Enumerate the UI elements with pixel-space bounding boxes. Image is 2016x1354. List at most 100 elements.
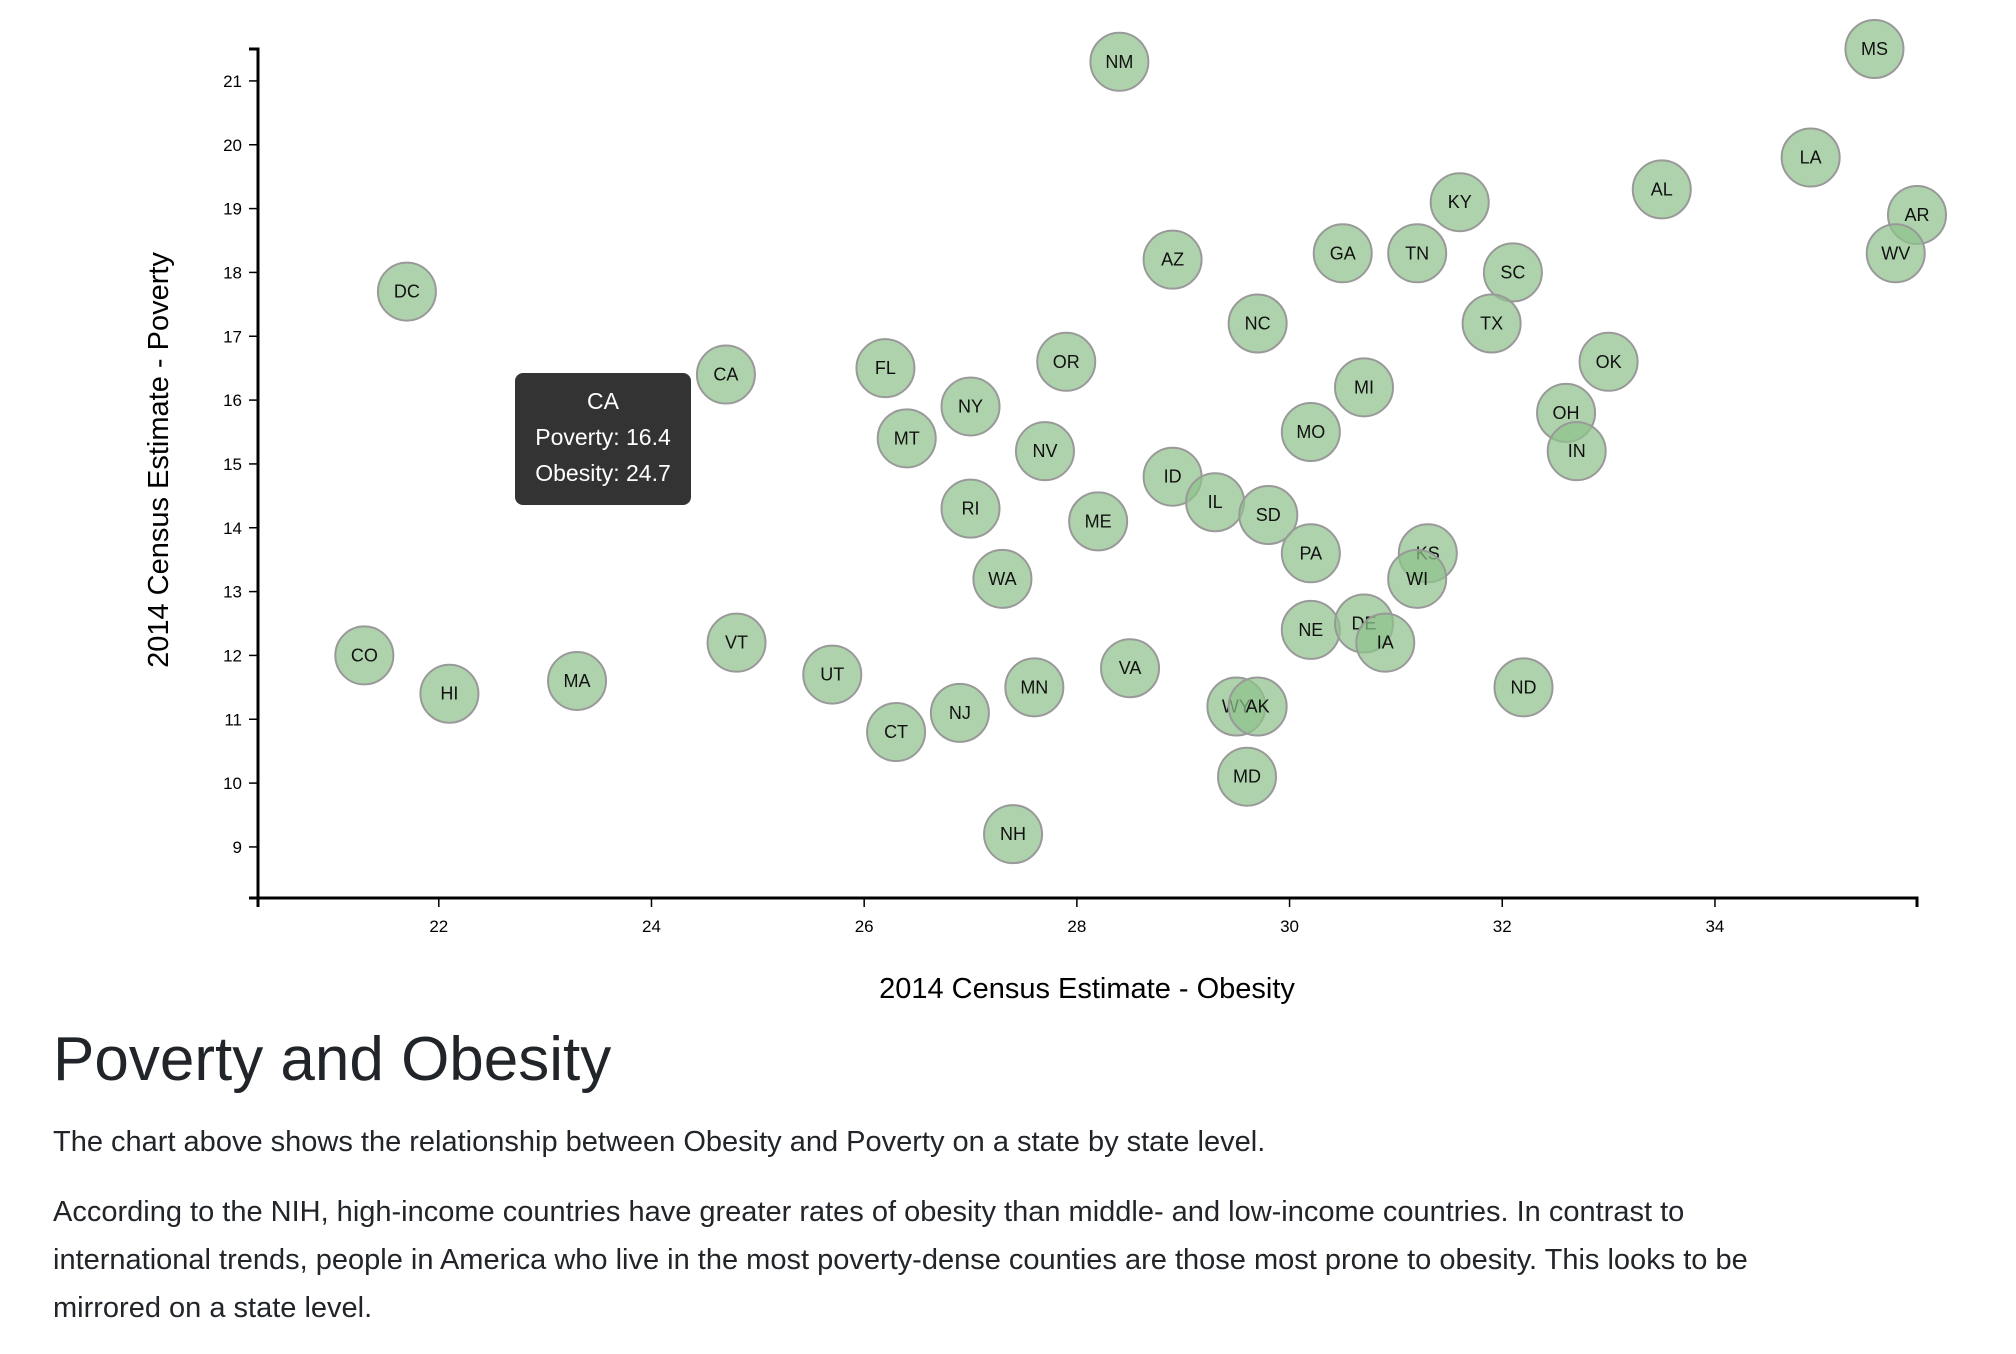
state-point-wv[interactable]: WV [1865,223,1926,284]
state-circle[interactable] [855,338,916,399]
state-point-ky[interactable]: KY [1429,172,1490,233]
state-circle[interactable] [1280,523,1341,584]
state-circle[interactable] [940,376,1001,437]
state-point-tn[interactable]: TN [1387,223,1448,284]
state-circle[interactable] [876,408,937,469]
state-circle[interactable] [1227,293,1288,354]
state-circle[interactable] [1355,612,1416,673]
state-circle[interactable] [1429,172,1490,233]
state-circle[interactable] [866,702,927,763]
state-circle[interactable] [929,682,990,743]
state-circle[interactable] [1578,331,1639,392]
state-circle[interactable] [1387,223,1448,284]
state-point-nm[interactable]: NM [1089,31,1150,92]
state-circle[interactable] [547,650,608,711]
state-circle[interactable] [972,548,1033,609]
state-label: MD [1233,767,1261,787]
state-point-nj[interactable]: NJ [929,682,990,743]
state-point-nc[interactable]: NC [1227,293,1288,354]
state-circle[interactable] [1014,421,1075,482]
state-label: NE [1298,620,1323,640]
state-circle[interactable] [334,625,395,686]
state-point-sd[interactable]: SD [1238,484,1299,545]
x-axis-label: 2014 Census Estimate - Obesity [879,973,1295,1005]
state-point-mo[interactable]: MO [1280,402,1341,463]
state-point-sc[interactable]: SC [1482,242,1543,303]
state-point-ak[interactable]: AK [1227,676,1288,737]
state-circle[interactable] [1493,657,1554,718]
state-point-or[interactable]: OR [1036,331,1097,392]
y-tick: 18 [223,263,258,282]
state-label: AR [1904,205,1929,225]
state-circle[interactable] [419,663,480,724]
state-point-va[interactable]: VA [1100,638,1161,699]
state-circle[interactable] [1546,421,1607,482]
state-point-ny[interactable]: NY [940,376,1001,437]
state-circle[interactable] [940,478,1001,539]
state-point-ok[interactable]: OK [1578,331,1639,392]
state-circle[interactable] [1312,223,1373,284]
state-circle[interactable] [1334,357,1394,418]
state-point-wi[interactable]: WI [1387,548,1448,609]
state-circle[interactable] [1227,676,1288,737]
state-circle[interactable] [1631,159,1692,220]
state-point-vt[interactable]: VT [706,612,767,673]
state-point-in[interactable]: IN [1546,421,1607,482]
state-point-nh[interactable]: NH [983,804,1044,865]
state-point-mt[interactable]: MT [876,408,937,469]
state-point-md[interactable]: MD [1217,746,1278,807]
state-circle[interactable] [376,261,437,322]
state-point-az[interactable]: AZ [1142,229,1203,290]
state-circle[interactable] [695,344,756,405]
y-tick: 11 [224,710,258,729]
state-circle[interactable] [1100,638,1161,699]
state-point-ne[interactable]: NE [1280,599,1341,660]
state-circle[interactable] [1036,331,1097,392]
state-point-il[interactable]: IL [1185,472,1246,533]
state-label: SC [1500,262,1525,282]
state-point-nv[interactable]: NV [1014,421,1075,482]
state-point-tx[interactable]: TX [1461,293,1522,354]
state-circle[interactable] [1461,293,1522,354]
state-circle[interactable] [1780,127,1841,188]
state-circle[interactable] [1865,223,1926,284]
state-circle[interactable] [802,644,863,705]
state-label: NM [1105,52,1133,72]
state-point-ut[interactable]: UT [802,644,863,705]
state-point-al[interactable]: AL [1631,159,1692,220]
state-point-la[interactable]: LA [1780,127,1841,188]
state-point-mi[interactable]: MI [1334,357,1394,418]
state-point-ia[interactable]: IA [1355,612,1416,673]
state-circle[interactable] [1068,491,1129,552]
state-circle[interactable] [1844,19,1905,79]
y-tick: 21 [223,72,258,91]
state-circle[interactable] [1482,242,1543,303]
state-circle[interactable] [1142,229,1203,290]
x-axis-line [256,896,1919,907]
state-circle[interactable] [983,804,1044,865]
state-circle[interactable] [1217,746,1278,807]
state-label: ME [1085,511,1112,531]
state-circle[interactable] [1280,402,1341,463]
state-point-ct[interactable]: CT [866,702,927,763]
state-point-pa[interactable]: PA [1280,523,1341,584]
state-point-fl[interactable]: FL [855,338,916,399]
state-point-mn[interactable]: MN [1004,657,1065,718]
state-point-ri[interactable]: RI [940,478,1001,539]
state-point-wa[interactable]: WA [972,548,1033,609]
state-circle[interactable] [1238,484,1299,545]
state-point-nd[interactable]: ND [1493,657,1554,718]
state-point-dc[interactable]: DC [376,261,437,322]
state-point-ca[interactable]: CA [695,344,756,405]
state-circle[interactable] [1387,548,1448,609]
state-point-hi[interactable]: HI [419,663,480,724]
state-point-me[interactable]: ME [1068,491,1129,552]
y-axis-line [249,47,260,900]
state-point-ga[interactable]: GA [1312,223,1373,284]
state-point-ms[interactable]: MS [1844,19,1905,79]
state-circle[interactable] [1004,657,1065,718]
state-point-ma[interactable]: MA [547,650,608,711]
state-point-co[interactable]: CO [334,625,395,686]
state-circle[interactable] [1089,31,1150,92]
state-circle[interactable] [706,612,767,673]
